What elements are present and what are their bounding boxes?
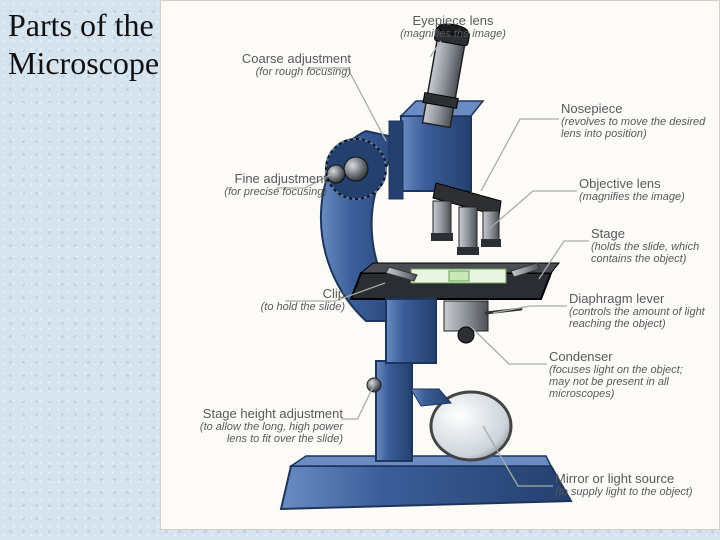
title-line1: Parts of the [8,7,154,43]
label-mirror-name: Mirror or light source [555,471,705,486]
leader-objective [489,191,577,229]
diagram-canvas: Eyepiece lens(magnifies the image)Coarse… [160,0,720,530]
leader-nosepiece [481,119,559,191]
page-title: Parts of the Microscope [8,6,159,83]
label-nosepiece-name: Nosepiece [561,101,711,116]
label-coarse-desc: (for rough focusing) [201,66,351,78]
label-stage-desc: (holds the slide, which contains the obj… [591,241,720,265]
label-diaph-name: Diaphragm lever [569,291,719,306]
title-line2: Microscope [8,45,159,81]
label-objective-name: Objective lens [579,176,720,191]
label-condenser-name: Condenser [549,349,699,364]
label-diaph: Diaphragm lever(controls the amount of l… [569,291,719,330]
label-diaph-desc: (controls the amount of light reaching t… [569,306,719,330]
label-eyepiece-name: Eyepiece lens [393,13,513,28]
leader-coarse [309,68,386,141]
label-nosepiece: Nosepiece(revolves to move the desired l… [561,101,711,140]
label-mirror: Mirror or light source(to supply light t… [555,471,705,498]
label-clip-name: Clip [195,286,345,301]
label-coarse: Coarse adjustment(for rough focusing) [201,51,351,78]
label-clip-desc: (to hold the slide) [195,301,345,313]
leader-condenser [471,327,547,364]
label-stageadj: Stage height adjustment(to allow the lon… [193,406,343,445]
label-coarse-name: Coarse adjustment [201,51,351,66]
label-fine-desc: (for precise focusing) [177,186,327,198]
label-eyepiece-desc: (magnifies the image) [393,28,513,40]
label-condenser-desc: (focuses light on the object; may not be… [549,364,699,400]
label-clip: Clip(to hold the slide) [195,286,345,313]
label-nosepiece-desc: (revolves to move the desired lens into … [561,116,711,140]
label-objective-desc: (magnifies the image) [579,191,720,203]
label-fine-name: Fine adjustment [177,171,327,186]
label-eyepiece: Eyepiece lens(magnifies the image) [393,13,513,40]
label-objective: Objective lens(magnifies the image) [579,176,720,203]
label-fine: Fine adjustment(for precise focusing) [177,171,327,198]
label-stageadj-desc: (to allow the long, high power lens to f… [193,421,343,445]
microscope-illustration [161,1,720,531]
label-stageadj-name: Stage height adjustment [193,406,343,421]
label-stage-name: Stage [591,226,720,241]
label-mirror-desc: (to supply light to the object) [555,486,705,498]
label-stage: Stage(holds the slide, which contains th… [591,226,720,265]
label-condenser: Condenser(focuses light on the object; m… [549,349,699,400]
